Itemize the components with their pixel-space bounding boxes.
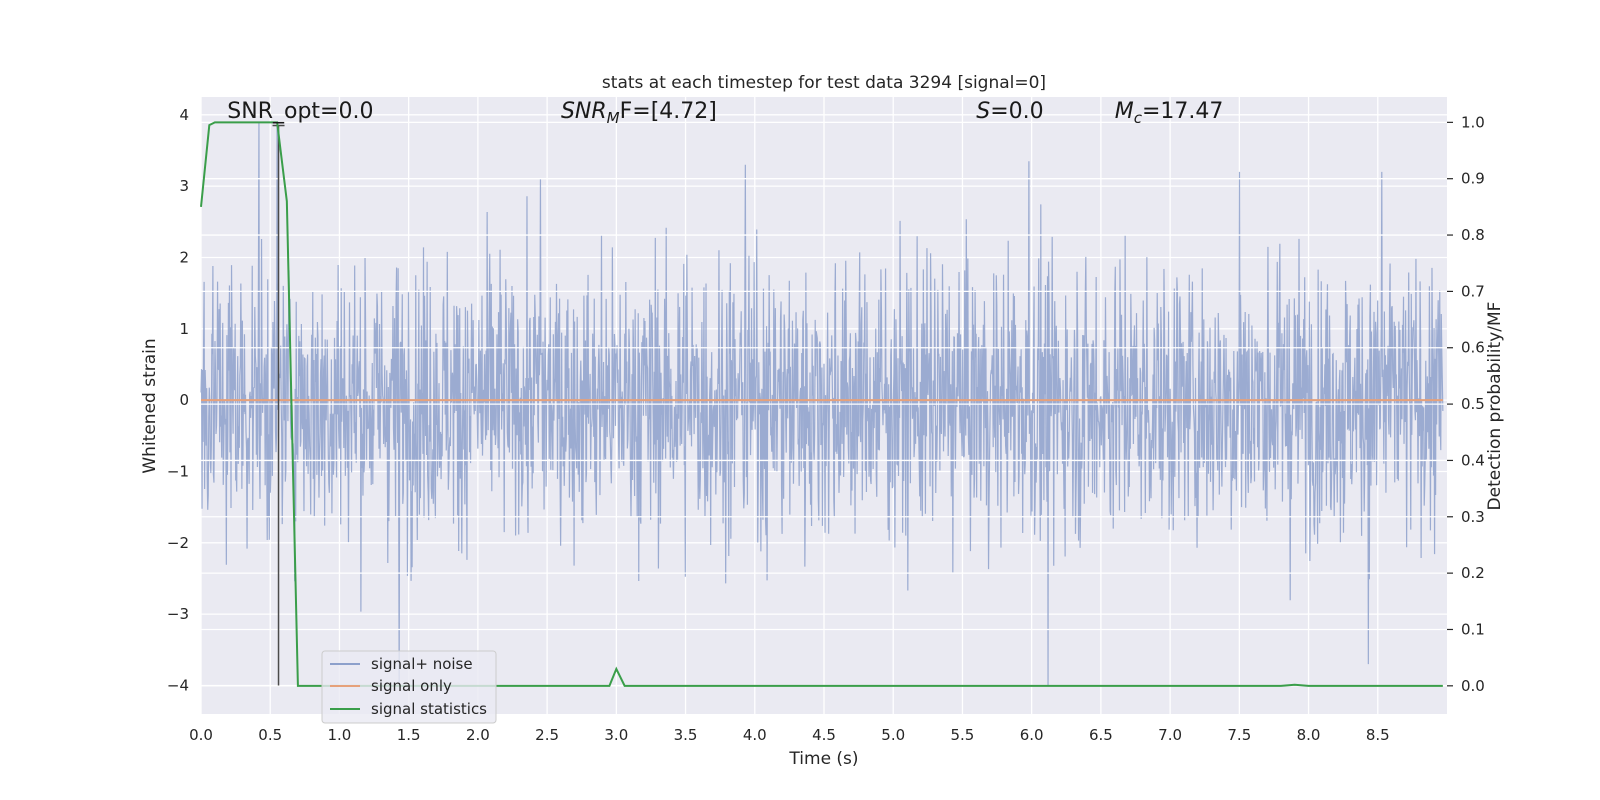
y2-axis-ticks: 1.0 0.9 0.8 0.7 0.6 0.5 0.4 0.3 0.2 0.1 0.0 [1447, 113, 1485, 695]
x-tick-label-10: 5.0 [881, 726, 905, 744]
x-axis-label: Time (s) [788, 749, 858, 769]
y-tick-label-8: −4 [167, 676, 189, 694]
y2-tick-label-5: 0.5 [1461, 395, 1485, 413]
y2-tick-label-0: 1.0 [1461, 113, 1485, 131]
y2-axis-label: Detection probability/MF [1485, 302, 1505, 511]
x-tick-label-0: 0.0 [189, 726, 213, 744]
legend-label-signal-only: signal only [371, 677, 452, 695]
x-tick-label-16: 8.0 [1297, 726, 1321, 744]
y2-tick-label-2: 0.8 [1461, 226, 1485, 244]
legend-label-noise: signal+ noise [371, 655, 473, 673]
x-tick-label-12: 6.0 [1020, 726, 1044, 744]
x-tick-label-2: 1.0 [328, 726, 352, 744]
x-tick-label-11: 5.5 [951, 726, 975, 744]
signal-noise-series [200, 121, 1444, 686]
x-tick-label-17: 8.5 [1366, 726, 1390, 744]
x-tick-label-4: 2.0 [466, 726, 490, 744]
annotation-0: SNR_opt=0.0 [227, 99, 373, 124]
x-tick-label-5: 2.5 [535, 726, 559, 744]
x-tick-label-6: 3.0 [604, 726, 628, 744]
chart-title: stats at each timestep for test data 329… [602, 73, 1046, 93]
y-tick-label-2: 2 [179, 248, 189, 266]
x-tick-label-8: 4.0 [743, 726, 767, 744]
x-tick-label-1: 0.5 [258, 726, 282, 744]
x-tick-label-13: 6.5 [1089, 726, 1113, 744]
y-tick-label-3: 1 [179, 320, 189, 338]
x-tick-label-7: 3.5 [674, 726, 698, 744]
annotation-1: SNRMF=[4.72] [561, 99, 717, 127]
legend-box [321, 650, 497, 724]
y2-tick-label-4: 0.6 [1461, 339, 1485, 357]
y2-tick-label-6: 0.4 [1461, 451, 1485, 469]
x-tick-label-15: 7.5 [1227, 726, 1251, 744]
y-tick-label-1: 3 [179, 177, 189, 195]
y-tick-label-5: −1 [167, 462, 189, 480]
y2-tick-label-3: 0.7 [1461, 282, 1485, 300]
y-axis-label: Whitened strain [140, 338, 160, 473]
x-tick-label-9: 4.5 [812, 726, 836, 744]
y2-tick-label-10: 0.0 [1461, 677, 1485, 695]
x-axis-ticks: 0.0 0.5 1.0 1.5 2.0 2.5 3.0 3.5 4.0 4.5 5.0 5.5 6.0 6… [189, 726, 1390, 744]
y-tick-label-7: −3 [167, 605, 189, 623]
y2-tick-label-1: 0.9 [1461, 170, 1485, 188]
noise-line [200, 121, 1444, 686]
legend: signal+ noise signal only signal statist… [321, 650, 497, 724]
legend-label-statistics: signal statistics [371, 700, 487, 718]
annotation-3: Mc=17.47 [1115, 99, 1224, 127]
y-tick-label-6: −2 [167, 534, 189, 552]
y2-tick-label-9: 0.1 [1461, 620, 1485, 638]
x-tick-label-14: 7.0 [1158, 726, 1182, 744]
y-axis-ticks: 4 3 2 1 0 −1 −2 −3 −4 [167, 106, 189, 695]
y2-tick-label-7: 0.3 [1461, 508, 1485, 526]
y2-tick-label-8: 0.2 [1461, 564, 1485, 582]
annotations: SNR_opt=0.0 SNRMF=[4.72] S=0.0 Mc=17.47 [227, 99, 1223, 127]
annotation-2: S=0.0 [976, 99, 1043, 124]
y-tick-label-4: 0 [179, 391, 189, 409]
x-tick-label-3: 1.5 [397, 726, 421, 744]
y-tick-label-0: 4 [179, 106, 189, 124]
